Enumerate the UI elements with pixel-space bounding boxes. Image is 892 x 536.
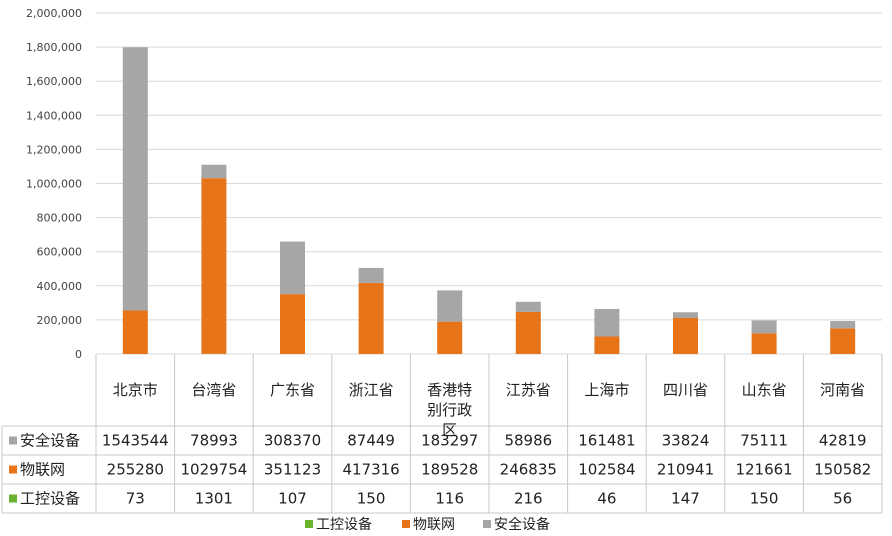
legend-label: 物联网 [413, 517, 455, 533]
category-label-text: 台湾省 [191, 381, 237, 399]
y-tick-label: 1,200,000 [26, 143, 82, 156]
table-cell-value: 42819 [819, 432, 867, 450]
table-cell-value: 216 [514, 490, 543, 508]
bar-segment [751, 333, 777, 354]
bar-segment [280, 241, 305, 295]
category-label: 北京市 [112, 381, 158, 399]
bars [122, 47, 856, 354]
table-cell-value: 161481 [578, 432, 635, 450]
category-label-text: 香港特别行政区 [427, 381, 473, 439]
category-label: 香港特别行政区 [427, 381, 473, 439]
legend-label: 工控设备 [316, 516, 372, 533]
bar-segment [280, 294, 305, 354]
bar-segment [122, 47, 148, 311]
table-cell-value: 73 [126, 490, 145, 508]
table-cell-value: 417316 [342, 461, 399, 479]
row-legend-key [9, 465, 17, 474]
category-label: 江苏省 [505, 381, 551, 399]
table-cell-value: 351123 [264, 461, 321, 479]
category-label-text: 广东省 [269, 381, 315, 399]
table-cell-value: 78993 [190, 432, 238, 450]
table-cell-value: 121661 [735, 461, 792, 479]
bar-segment [751, 320, 777, 334]
y-axis-ticks: 0 200,000 400,000 600,000 800,000 1,000,000 1,… [26, 7, 82, 361]
bar-segment [515, 301, 541, 312]
category-label-text: 上海市 [584, 381, 630, 399]
table-cell-value: 183297 [421, 432, 478, 450]
table-cell-value: 1301 [195, 490, 233, 508]
table-cell-value: 1029754 [180, 461, 247, 479]
y-tick-label: 400,000 [37, 280, 83, 293]
bar-segment [122, 310, 148, 354]
bar-segment [358, 282, 384, 354]
table-cell-value: 102584 [578, 461, 635, 479]
y-tick-label: 200,000 [37, 314, 83, 327]
row-series-name: 安全设备 [20, 432, 80, 450]
row-series-name: 工控设备 [20, 490, 80, 508]
category-label-text: 江苏省 [505, 381, 551, 399]
table-cell-value: 56 [833, 490, 852, 508]
bar-segment [437, 290, 463, 322]
table-cell-value: 107 [278, 490, 307, 508]
table-cell-value: 255280 [107, 461, 164, 479]
y-tick-label: 1,800,000 [26, 41, 82, 54]
category-label: 浙江省 [348, 381, 394, 399]
legend-swatch [483, 520, 491, 528]
y-tick-label: 0 [75, 348, 82, 361]
table-cell-value: 189528 [421, 461, 478, 479]
table-cell-value: 210941 [657, 461, 714, 479]
category-label-text: 北京市 [112, 381, 158, 399]
y-tick-label: 1,600,000 [26, 75, 82, 88]
row-legend-key [9, 494, 17, 503]
legend-swatch [305, 520, 313, 528]
bar-segment [201, 164, 227, 179]
y-tick-label: 1,400,000 [26, 109, 82, 122]
table-cell-value: 246835 [500, 461, 557, 479]
table-cell-value: 87449 [347, 432, 395, 450]
bar-segment [358, 267, 384, 283]
category-label-text: 四川省 [662, 381, 708, 399]
table-cell-value: 46 [597, 490, 616, 508]
y-tick-label: 1,000,000 [26, 178, 82, 191]
legend-label: 安全设备 [494, 516, 550, 533]
category-label: 广东省 [269, 381, 315, 399]
y-tick-label: 2,000,000 [26, 7, 82, 20]
category-label-text: 浙江省 [348, 381, 394, 399]
row-series-name: 物联网 [20, 461, 65, 479]
y-tick-label: 600,000 [37, 246, 83, 259]
table-cell-value: 147 [671, 490, 700, 508]
row-legend-key [9, 436, 17, 445]
bar-segment [201, 178, 227, 354]
bar-segment [830, 328, 856, 354]
table-cell-value: 116 [435, 490, 464, 508]
table-cell-value: 75111 [740, 432, 788, 450]
table-cell-value: 58986 [504, 432, 552, 450]
category-label: 台湾省 [191, 381, 237, 399]
bar-segment [673, 318, 698, 354]
bar-segment [594, 308, 620, 337]
bar-segment [673, 312, 698, 319]
legend-swatch [402, 520, 410, 528]
category-label-text: 河南省 [820, 381, 866, 399]
bar-segment [594, 336, 620, 354]
legend: 工控设备 物联网 安全设备 [305, 516, 550, 533]
bar-segment [515, 311, 541, 354]
table-cell-value: 1543544 [102, 432, 169, 450]
bar-segment [437, 321, 463, 354]
table-cell-value: 150 [357, 490, 386, 508]
table-cell-value: 33824 [662, 432, 710, 450]
table-cell-value: 308370 [264, 432, 321, 450]
category-label: 山东省 [741, 381, 787, 399]
gridlines [96, 12, 882, 355]
table-cell-value: 150 [750, 490, 779, 508]
y-tick-label: 800,000 [37, 212, 83, 225]
table-cell-value: 150582 [814, 461, 871, 479]
category-label: 四川省 [662, 381, 708, 399]
bar-segment [830, 321, 856, 329]
category-label: 河南省 [820, 381, 866, 399]
category-label: 上海市 [584, 381, 630, 399]
category-label-text: 山东省 [741, 381, 787, 399]
